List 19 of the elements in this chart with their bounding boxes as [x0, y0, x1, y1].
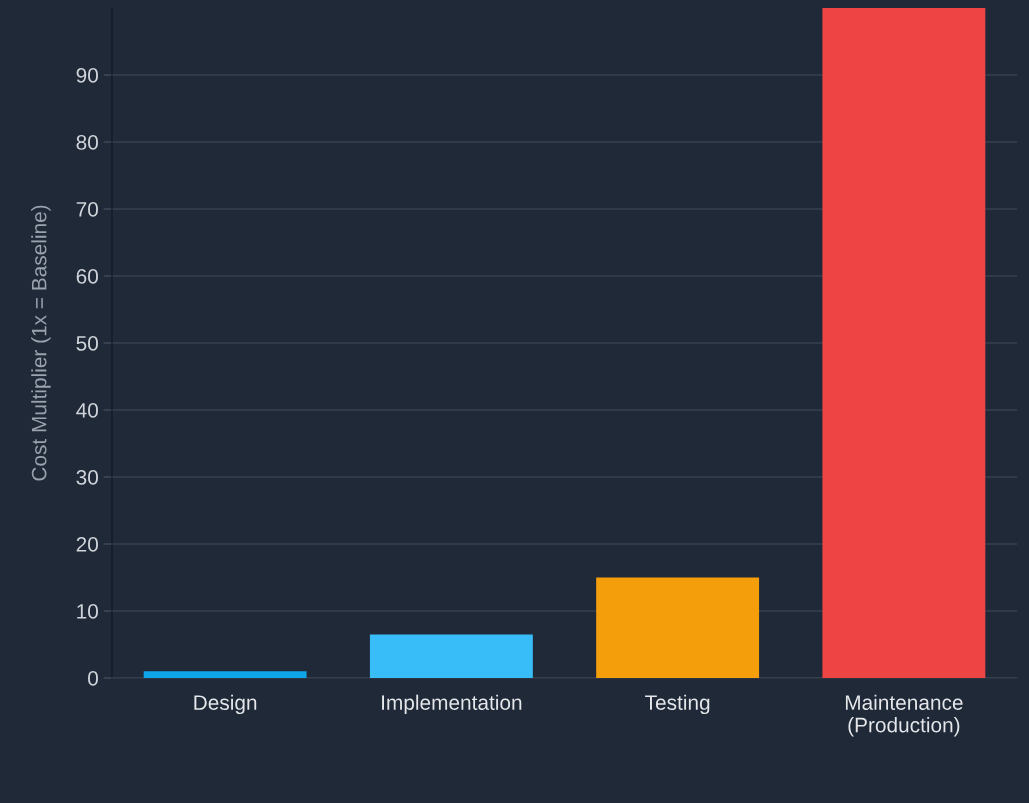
y-tick-label: 60	[76, 269, 98, 284]
y-tick-label: 40	[76, 403, 98, 418]
y-tick-label: 90	[76, 68, 98, 83]
bar	[143, 671, 307, 678]
y-tick-label: 80	[76, 135, 98, 150]
y-tick-label: 70	[76, 202, 98, 217]
y-tick-label: 50	[76, 336, 98, 351]
x-tick-label: Design	[194, 694, 257, 715]
x-tick-label: Testing	[645, 694, 710, 715]
x-tick-label: Implementation	[382, 694, 522, 715]
y-tick-label: 30	[76, 470, 98, 485]
y-tick-label: 20	[76, 537, 98, 552]
y-axis-title: Cost Multiplier (1x = Baseline)	[31, 205, 51, 481]
bar	[596, 577, 760, 678]
bar	[369, 634, 533, 678]
y-tick-label: 0	[88, 671, 98, 686]
bar	[822, 8, 986, 678]
x-tick-label: Maintenance (Production)	[845, 694, 963, 737]
y-tick-label: 10	[77, 604, 98, 619]
